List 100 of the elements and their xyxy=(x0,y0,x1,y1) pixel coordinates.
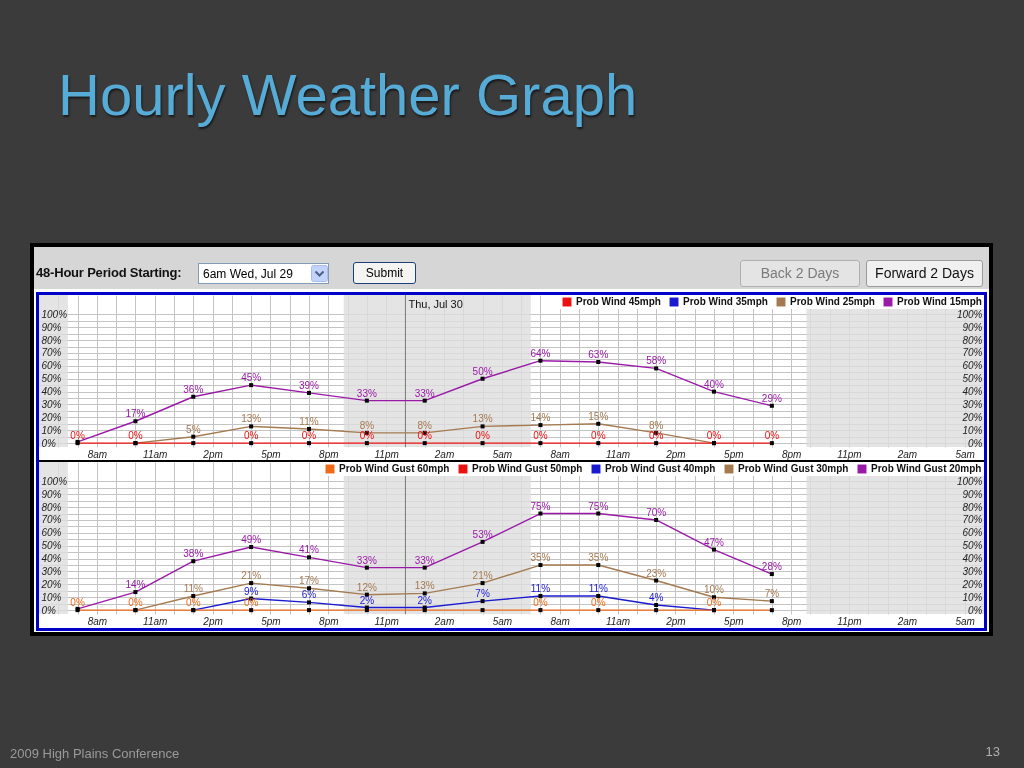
button: Back 2 Days xyxy=(740,260,860,287)
data-label: 63% xyxy=(588,348,609,360)
legend-label: Prob Wind 35mph xyxy=(683,296,768,307)
y-tick-label: 0% xyxy=(41,604,57,616)
y2-tick-label: 100% xyxy=(956,475,983,487)
y-tick-label: 70% xyxy=(41,514,62,526)
data-label: 11% xyxy=(299,415,319,427)
x-tick-label: 11pm xyxy=(374,615,399,627)
data-label: 2% xyxy=(359,594,375,606)
data-label: 39% xyxy=(298,379,320,391)
y-tick-label: 60% xyxy=(41,360,62,372)
legend-label: Prob Wind Gust 20mph xyxy=(871,463,982,474)
x-tick-label: 11pm xyxy=(374,448,399,460)
legend-label: Prob Wind Gust 30mph xyxy=(738,463,849,474)
data-label: 0% xyxy=(301,430,317,442)
x-tick-label: 2pm xyxy=(202,615,223,627)
text: 48-Hour Period Starting: xyxy=(36,265,182,280)
y-tick-label: 100% xyxy=(41,308,68,320)
y2-tick-label: 10% xyxy=(962,424,983,436)
x-tick-label: 8pm xyxy=(781,615,802,627)
data-label: 0% xyxy=(648,430,664,442)
x-tick-label: 11am xyxy=(143,448,168,460)
data-label: 8% xyxy=(359,419,375,431)
x-tick-label: 2pm xyxy=(665,615,686,627)
data-label: 45% xyxy=(241,372,262,384)
data-label: 33% xyxy=(356,387,377,399)
data-label: 28% xyxy=(761,561,782,573)
y2-tick-label: 80% xyxy=(962,334,983,346)
y-tick-label: 90% xyxy=(41,488,62,500)
y2-tick-label: 90% xyxy=(962,488,983,500)
x-tick-label: 5am xyxy=(492,448,513,460)
y-tick-label: 50% xyxy=(41,540,62,552)
y-tick-label: 40% xyxy=(41,553,62,565)
data-label: 13% xyxy=(414,580,435,592)
y2-tick-label: 100% xyxy=(956,308,983,320)
data-label: 50% xyxy=(472,365,493,377)
x-tick-label: 11pm xyxy=(837,615,862,627)
ref-line-label: Thu, Jul 30 xyxy=(408,298,463,310)
y-tick-label: 90% xyxy=(41,321,62,333)
data-label: 8% xyxy=(648,419,664,431)
dropdown-field: 6am Wed, Jul 29 xyxy=(198,263,329,284)
data-label: 36% xyxy=(183,383,204,395)
x-tick-label: 11am xyxy=(605,448,631,460)
data-label: 7% xyxy=(764,588,780,600)
data-label: 13% xyxy=(472,413,493,425)
data-label: 53% xyxy=(472,528,493,540)
x-tick-label: 11am xyxy=(605,615,631,627)
data-label: 17% xyxy=(298,575,320,587)
y-tick-label: 40% xyxy=(41,386,62,398)
data-label: 29% xyxy=(761,392,782,404)
y2-tick-label: 90% xyxy=(962,321,983,333)
x-tick-label: 5am xyxy=(955,615,975,627)
y2-tick-label: 20% xyxy=(961,578,983,590)
x-tick-label: 5am xyxy=(955,448,975,460)
data-label: 33% xyxy=(414,554,435,566)
y2-tick-label: 0% xyxy=(968,604,983,616)
data-label: 0% xyxy=(533,597,548,609)
data-label: 2% xyxy=(417,594,433,606)
data-label: 15% xyxy=(588,410,609,422)
data-label: 33% xyxy=(356,554,377,566)
legend-label: Prob Wind Gust 60mph xyxy=(339,463,450,474)
data-label: 64% xyxy=(530,347,551,359)
y-tick-label: 20% xyxy=(40,578,62,590)
data-label: 11% xyxy=(588,582,609,594)
x-tick-label: 5pm xyxy=(724,448,744,460)
button: Submit xyxy=(353,262,416,284)
y2-tick-label: 50% xyxy=(962,373,983,385)
y2-tick-label: 0% xyxy=(968,437,983,449)
data-label: 0% xyxy=(706,430,722,442)
data-label: 0% xyxy=(417,430,433,442)
data-label: 0% xyxy=(706,597,722,609)
x-tick-label: 8am xyxy=(550,448,570,460)
data-label: 5% xyxy=(186,423,201,435)
x-tick-label: 11pm xyxy=(837,448,862,460)
data-label: 33% xyxy=(414,387,435,399)
data-label: 13% xyxy=(241,413,262,425)
y2-tick-label: 10% xyxy=(962,591,983,603)
button: Forward 2 Days xyxy=(866,260,983,287)
data-label: 0% xyxy=(475,430,490,442)
x-tick-label: 5pm xyxy=(261,615,281,627)
data-label: 6% xyxy=(301,589,317,601)
x-tick-label: 8am xyxy=(87,615,108,627)
y-tick-label: 20% xyxy=(40,411,62,423)
data-label: 35% xyxy=(588,552,609,564)
x-tick-label: 2am xyxy=(433,448,455,460)
data-label: 38% xyxy=(183,548,204,560)
y-tick-label: 100% xyxy=(41,475,68,487)
y-tick-label: 0% xyxy=(41,437,57,449)
data-label: 0% xyxy=(764,430,780,442)
data-label: 21% xyxy=(472,570,493,582)
data-label: 0% xyxy=(533,430,548,442)
data-label: 17% xyxy=(125,408,146,420)
y-tick-label: 80% xyxy=(41,334,62,346)
x-tick-label: 2am xyxy=(433,615,455,627)
legend-label: Prob Wind Gust 50mph xyxy=(472,463,583,474)
x-tick-label: 8am xyxy=(550,615,570,627)
text: 13 xyxy=(984,744,1000,759)
data-label: 75% xyxy=(588,500,609,512)
y2-tick-label: 60% xyxy=(962,360,983,372)
data-label: 14% xyxy=(530,412,551,424)
